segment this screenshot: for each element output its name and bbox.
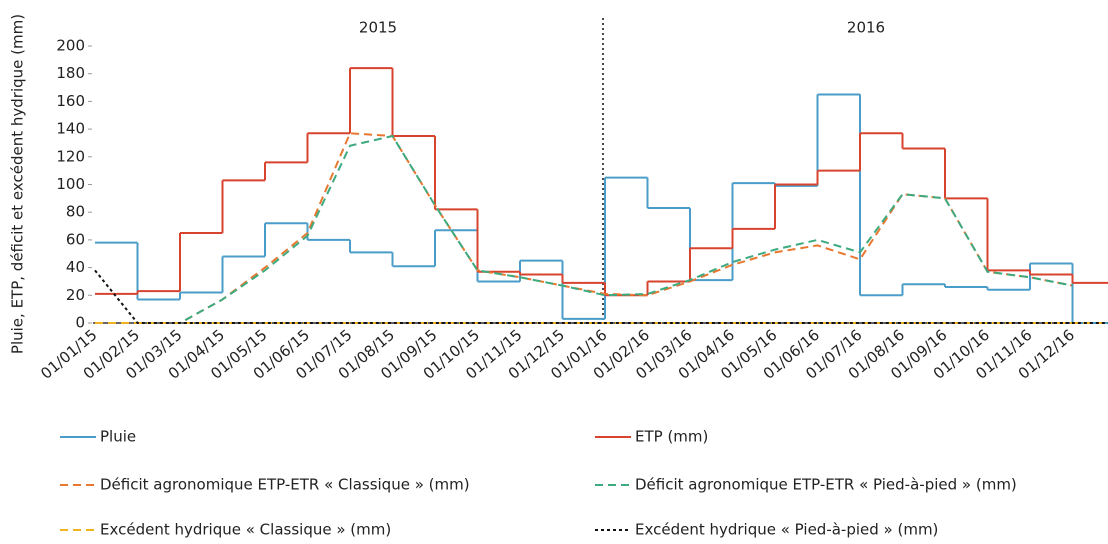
y-tick-label: 120 [56, 147, 85, 165]
year-label: 2016 [847, 19, 885, 37]
legend-label: Excédent hydrique « Classique » (mm) [100, 521, 391, 539]
y-tick-label: 140 [56, 120, 85, 138]
y-tick-label: 100 [56, 175, 85, 193]
legend-label: Excédent hydrique « Pied-à-pied » (mm) [635, 521, 938, 539]
y-tick-label: 0 [75, 314, 85, 332]
y-tick-label: 60 [66, 230, 85, 248]
year-label: 2015 [359, 19, 397, 37]
legend-label: Déficit agronomique ETP-ETR « Classique … [100, 476, 470, 494]
y-tick-label: 160 [56, 92, 85, 110]
y-tick-label: 180 [56, 64, 85, 82]
y-axis-title: Pluie, ETP, déficit et excédent hydrique… [9, 14, 27, 354]
legend-label: Déficit agronomique ETP-ETR « Pied-à-pie… [635, 476, 1017, 494]
y-tick-label: 200 [56, 37, 85, 55]
y-tick-label: 80 [66, 203, 85, 221]
y-tick-label: 20 [66, 286, 85, 304]
series-line [95, 132, 1073, 324]
legend-label: Pluie [100, 428, 136, 446]
legend-label: ETP (mm) [635, 428, 708, 446]
series-line [95, 134, 1073, 324]
y-tick-label: 40 [66, 258, 85, 276]
series-line [94, 269, 1108, 324]
